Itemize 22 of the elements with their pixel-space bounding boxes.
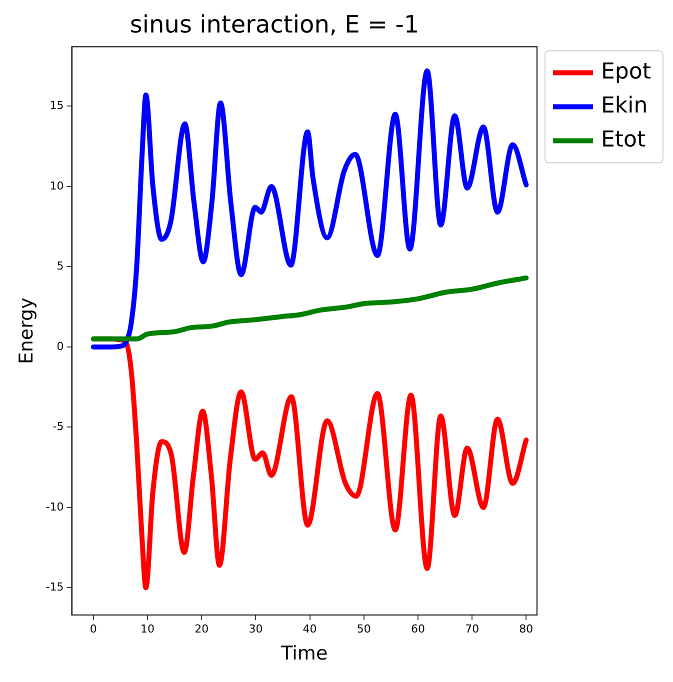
legend-label: Epot — [601, 60, 652, 85]
x-tick-label: 70 — [465, 622, 480, 636]
x-tick-label: 30 — [248, 622, 263, 636]
chart-title: sinus interaction, E = -1 — [130, 10, 420, 39]
x-tick-label: 10 — [140, 622, 154, 636]
y-axis-title: Energy — [15, 298, 38, 364]
x-tick-label: 50 — [356, 622, 371, 636]
legend-label: Etot — [601, 128, 646, 153]
y-tick-label: 5 — [56, 260, 64, 273]
y-tick-label: 10 — [50, 179, 64, 192]
x-tick-label: 80 — [519, 622, 534, 636]
y-tick-label: -15 — [46, 580, 64, 594]
x-tick-label: 0 — [90, 622, 97, 636]
legend-label: Ekin — [601, 94, 648, 119]
x-tick-label: 60 — [410, 622, 425, 636]
x-tick-label: 40 — [302, 622, 317, 636]
x-axis-title: Time — [280, 642, 328, 665]
y-tick-label: 0 — [56, 340, 64, 353]
y-tick-label: 15 — [50, 99, 64, 112]
y-tick-label: -10 — [46, 500, 64, 514]
y-tick-label: -5 — [52, 420, 64, 434]
x-tick-label: 20 — [194, 622, 209, 636]
